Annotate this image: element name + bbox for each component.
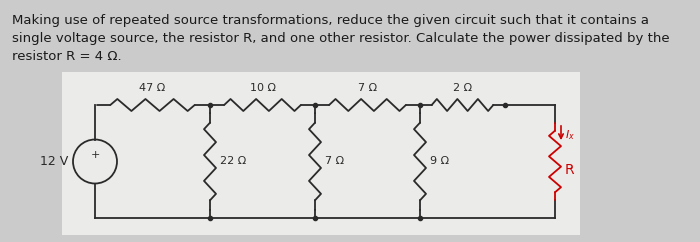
Text: 9 Ω: 9 Ω	[430, 157, 449, 166]
Text: R: R	[565, 162, 575, 176]
Text: resistor R = 4 Ω.: resistor R = 4 Ω.	[12, 50, 122, 63]
Text: Making use of repeated source transformations, reduce the given circuit such tha: Making use of repeated source transforma…	[12, 14, 649, 27]
Text: $I_x$: $I_x$	[565, 128, 575, 142]
Text: 7 Ω: 7 Ω	[325, 157, 344, 166]
Text: 47 Ω: 47 Ω	[139, 83, 166, 93]
Text: +: +	[90, 151, 99, 160]
Text: 22 Ω: 22 Ω	[220, 157, 246, 166]
FancyBboxPatch shape	[62, 72, 580, 235]
Text: single voltage source, the resistor R, and one other resistor. Calculate the pow: single voltage source, the resistor R, a…	[12, 32, 670, 45]
Text: 12 V: 12 V	[40, 155, 68, 168]
Text: 10 Ω: 10 Ω	[249, 83, 276, 93]
Text: 7 Ω: 7 Ω	[358, 83, 377, 93]
Text: 2 Ω: 2 Ω	[453, 83, 472, 93]
